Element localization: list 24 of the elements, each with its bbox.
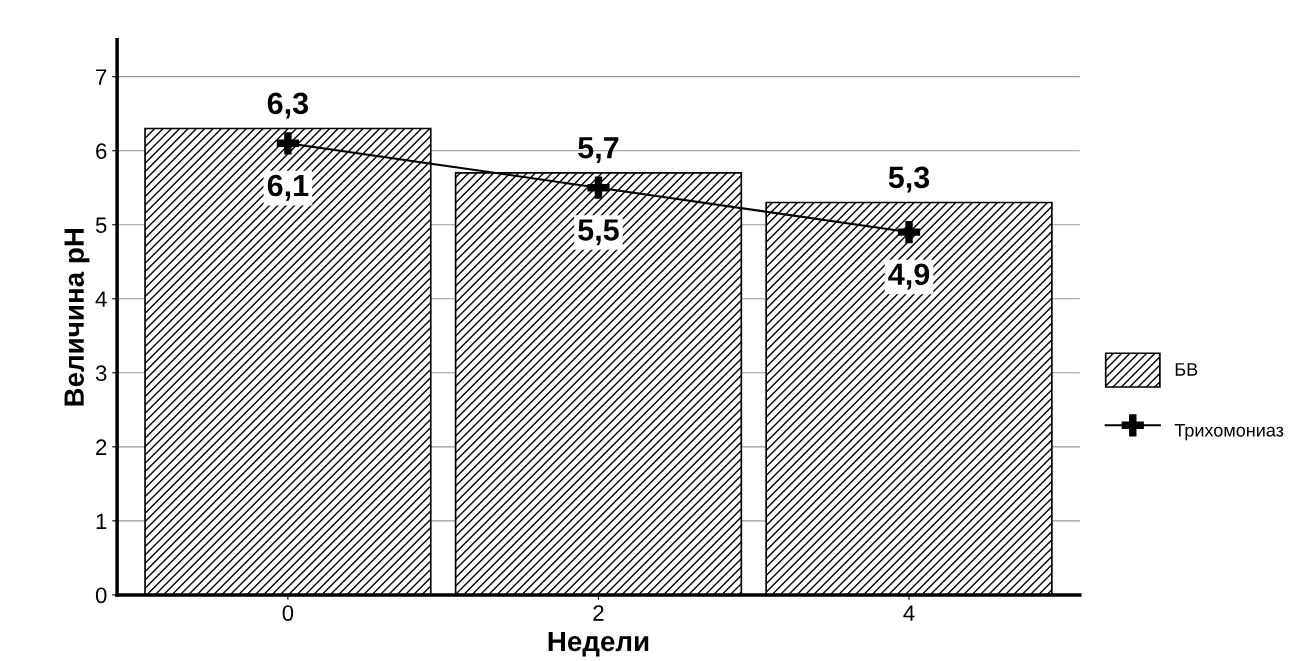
y-tick-label: 3 <box>95 365 107 382</box>
x-tick-label: 4 <box>903 605 915 621</box>
data-label: 4,9 <box>888 263 930 290</box>
y-tick-label: 4 <box>95 291 107 307</box>
y-tick-label: 7 <box>96 69 107 85</box>
data-label: 6,3 <box>267 92 309 119</box>
data-label: 5,7 <box>578 137 619 163</box>
x-tick-label: 0 <box>282 605 294 621</box>
x-tick-label: 2 <box>593 605 604 621</box>
point <box>587 176 610 199</box>
data-label: 5,3 <box>888 166 930 193</box>
y-tick-label: 2 <box>96 439 107 455</box>
y-axis-title: Величина pH <box>64 228 90 406</box>
point <box>897 221 921 244</box>
x-axis-title: Недели <box>548 631 649 657</box>
legend-label: Трихомониаз <box>1174 424 1284 441</box>
data-label: 5,5 <box>578 219 619 246</box>
y-tick-label: 5 <box>95 217 107 234</box>
y-tick-label: 0 <box>95 587 107 604</box>
legend-label: БВ <box>1175 363 1198 376</box>
point <box>276 132 300 155</box>
y-tick-label: 6 <box>96 143 107 159</box>
y-tick-label: 1 <box>96 513 107 529</box>
data-label: 6,1 <box>267 174 309 201</box>
